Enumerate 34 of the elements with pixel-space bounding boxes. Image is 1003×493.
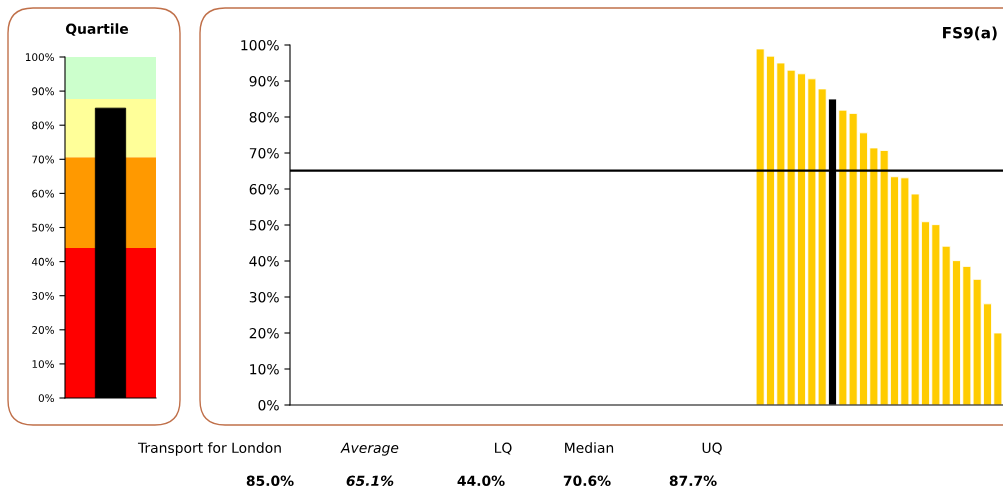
y-tick-label: 70%	[32, 155, 55, 164]
y-tick-label: 40%	[249, 255, 279, 267]
text: Average	[340, 442, 399, 456]
y-tick-label: 50%	[32, 223, 55, 232]
y-tick-label: 80%	[32, 121, 55, 130]
y-tick-label: 0%	[258, 399, 279, 411]
chart-title: Quartile	[65, 23, 129, 36]
y-tick-label: 0%	[38, 394, 55, 403]
text: LQ	[495, 442, 512, 455]
y-tick-label: 50%	[249, 219, 279, 231]
text: 87.7%	[669, 475, 717, 487]
y-tick-label: 20%	[32, 326, 55, 334]
y-tick-label: 60%	[249, 183, 279, 195]
y-tick-label: 20%	[249, 327, 279, 339]
y-tick-label: 90%	[249, 75, 279, 87]
y-tick-label: 40%	[31, 257, 55, 266]
y-tick-label: 10%	[32, 360, 55, 369]
y-tick-label: 60%	[32, 189, 55, 198]
text: Transport for London	[137, 442, 281, 456]
y-tick-label: 10%	[250, 363, 279, 375]
text: 65.1%	[346, 475, 394, 487]
text: Median	[565, 442, 614, 454]
y-tick-label: 100%	[241, 39, 279, 51]
text: UQ	[702, 442, 722, 455]
y-tick-label: 90%	[32, 87, 55, 96]
chart-title: FS9(a)	[943, 26, 997, 41]
y-tick-label: 100%	[25, 53, 55, 62]
text: 85.0%	[246, 475, 294, 487]
text: 44.0%	[457, 475, 505, 487]
text: 70.6%	[563, 475, 611, 487]
y-tick-label: 80%	[249, 111, 279, 123]
y-tick-label: 30%	[32, 291, 55, 300]
y-tick-label: 30%	[249, 291, 279, 303]
y-tick-label: 70%	[249, 147, 279, 159]
